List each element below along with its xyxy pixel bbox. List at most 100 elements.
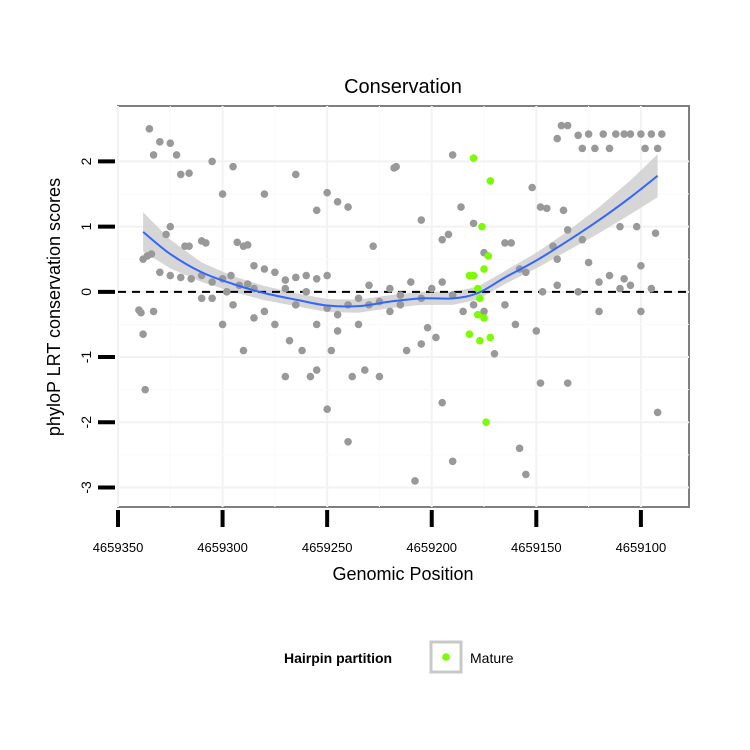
point-other [348, 372, 357, 381]
point-other [641, 144, 649, 153]
point-other [281, 276, 290, 284]
x-axis: 4659350 4659300 4659250 4659200 4659150 46591… [93, 510, 667, 555]
point-other [553, 134, 562, 143]
point-other [469, 219, 478, 228]
point-other [407, 278, 415, 286]
point-other [448, 151, 457, 159]
point-other [620, 130, 628, 138]
point-mature [486, 177, 495, 185]
point-other [323, 405, 331, 413]
point-other [417, 340, 426, 348]
point-other [291, 170, 300, 179]
point-mature [480, 265, 488, 273]
point-other [218, 190, 227, 198]
point-other [208, 294, 216, 303]
point-other [281, 372, 290, 381]
points-other [135, 121, 666, 485]
y-tick-label: -2 [78, 416, 94, 429]
point-other [438, 235, 446, 244]
legend-entry-mature: Mature [470, 650, 514, 666]
point-other [291, 273, 300, 282]
point-mature [469, 154, 478, 162]
point-other [392, 162, 400, 171]
point-other [333, 327, 342, 335]
point-other [637, 261, 645, 270]
point-other [302, 271, 311, 280]
x-tick-label: 4659300 [197, 540, 248, 555]
point-mature [476, 294, 484, 303]
point-other [599, 130, 608, 138]
point-other [271, 320, 279, 329]
y-axis: -3 -2 -1 0 1 2 [78, 157, 115, 494]
point-other [139, 330, 147, 339]
point-other [149, 151, 158, 159]
point-mature [480, 314, 488, 322]
point-mature [473, 310, 482, 319]
point-other [156, 268, 164, 277]
point-other [260, 265, 269, 273]
point-other [260, 307, 269, 316]
point-other [369, 242, 377, 250]
point-other [312, 274, 321, 283]
point-other [365, 281, 373, 290]
point-other [438, 398, 446, 407]
point-other [507, 239, 516, 247]
point-other [553, 255, 562, 264]
point-other [563, 121, 572, 130]
point-other [323, 271, 331, 280]
point-other [542, 204, 551, 213]
point-other [327, 346, 336, 355]
point-other [166, 139, 175, 147]
point-mature [465, 330, 474, 339]
point-other [312, 320, 321, 329]
point-other [653, 144, 662, 153]
point-other [457, 203, 465, 211]
point-other [312, 206, 321, 215]
point-other [233, 238, 242, 247]
x-tick-label: 4659250 [302, 540, 353, 555]
point-mature [484, 252, 493, 260]
legend-title: Hairpin partition [284, 650, 392, 666]
point-other [611, 130, 620, 138]
point-other [637, 307, 645, 316]
point-mature [482, 418, 490, 427]
point-other [553, 281, 562, 290]
chart-title: Conservation [344, 76, 462, 98]
x-axis-label: Genomic Position [332, 564, 473, 584]
point-other [166, 222, 175, 231]
point-other [222, 288, 231, 296]
point-other [438, 278, 446, 286]
point-other [302, 288, 311, 296]
point-other [333, 198, 342, 206]
point-other [522, 268, 530, 277]
point-other [396, 291, 405, 299]
point-other [616, 284, 624, 293]
point-other [578, 235, 587, 244]
y-tick-label: -3 [78, 481, 94, 494]
point-other [250, 314, 258, 322]
point-other [501, 301, 509, 309]
x-tick-label: 4659200 [406, 540, 457, 555]
x-tick-label: 4659100 [616, 540, 667, 555]
point-other [459, 307, 467, 316]
point-mature [476, 336, 484, 345]
point-other [239, 346, 248, 355]
point-other [229, 301, 237, 309]
point-other [427, 284, 436, 293]
point-other [658, 130, 666, 138]
point-other [208, 157, 216, 166]
point-other [354, 294, 363, 303]
point-other [333, 310, 342, 319]
point-other [653, 408, 662, 417]
point-other [137, 308, 145, 317]
point-other [574, 131, 582, 140]
point-other [563, 379, 572, 387]
point-other [361, 366, 369, 374]
point-other [632, 222, 641, 231]
smooth-curve [142, 174, 659, 308]
point-other [187, 274, 196, 283]
smooth-line [142, 174, 659, 308]
point-other [574, 288, 582, 296]
point-other [605, 271, 614, 280]
point-mature [486, 333, 495, 342]
